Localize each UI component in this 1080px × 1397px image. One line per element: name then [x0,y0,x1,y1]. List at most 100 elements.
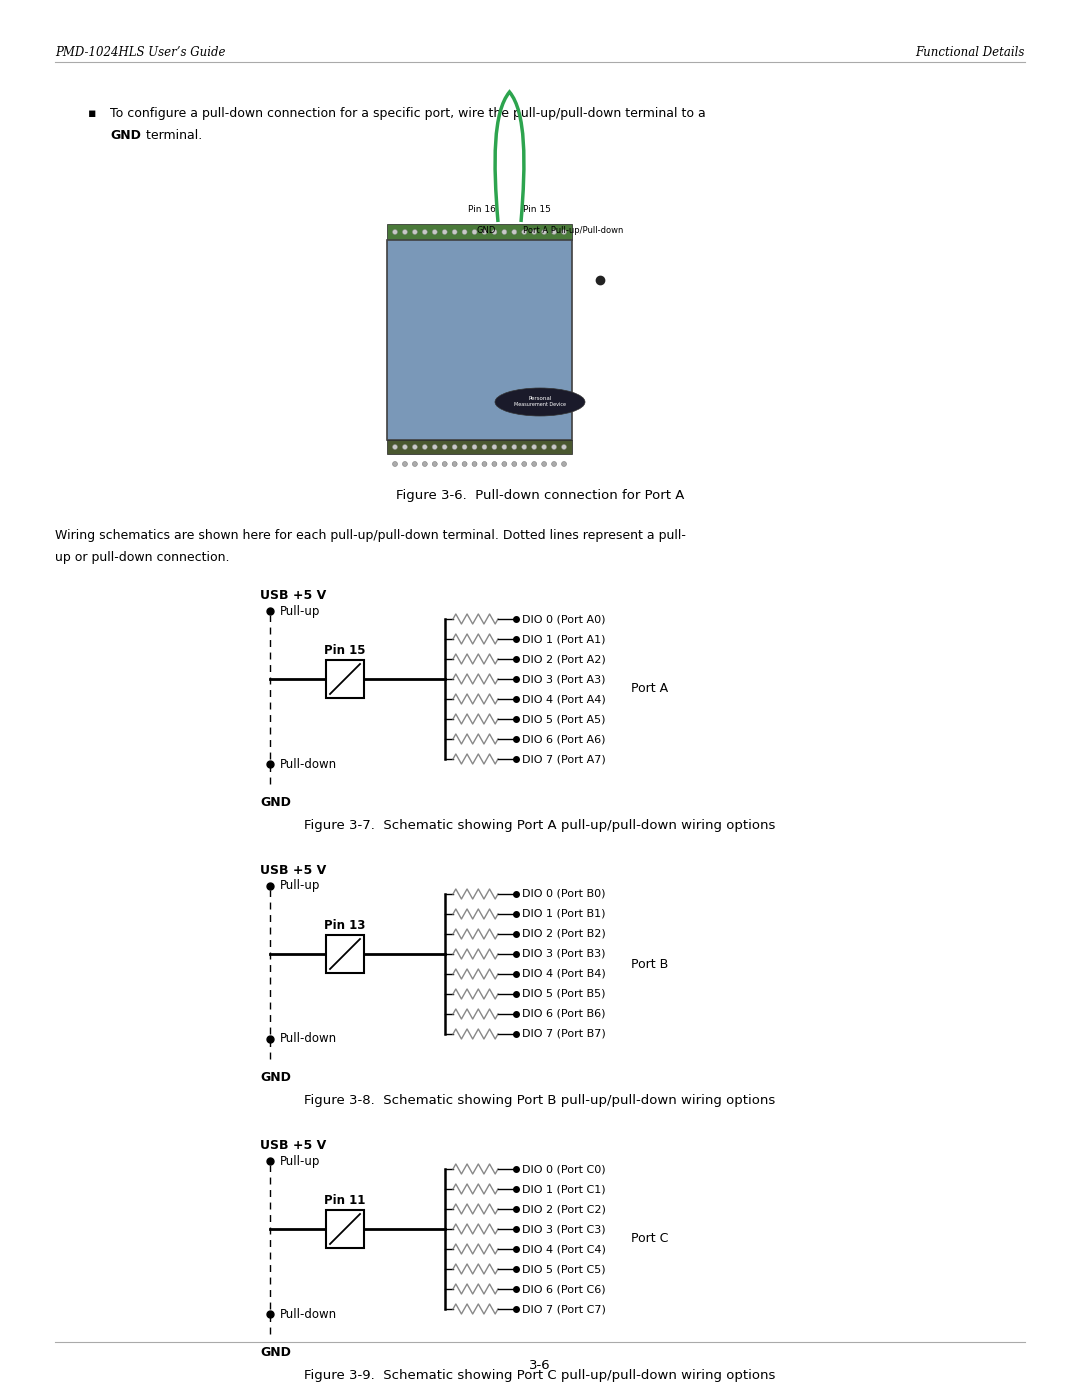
Circle shape [413,444,417,450]
Bar [387,224,572,240]
Circle shape [531,229,537,235]
Circle shape [392,461,397,467]
Circle shape [472,444,477,450]
Text: Pull-down: Pull-down [280,757,337,771]
Circle shape [562,229,567,235]
Circle shape [522,229,527,235]
Circle shape [453,461,457,467]
Ellipse shape [495,388,585,416]
Text: DIO 4 (Port A4): DIO 4 (Port A4) [522,694,606,704]
Circle shape [403,461,407,467]
Text: DIO 1 (Port C1): DIO 1 (Port C1) [522,1185,606,1194]
Text: DIO 6 (Port C6): DIO 6 (Port C6) [522,1284,606,1294]
Circle shape [502,444,507,450]
Text: GND: GND [260,1345,291,1359]
Text: DIO 3 (Port C3): DIO 3 (Port C3) [522,1224,606,1234]
Circle shape [552,229,556,235]
Circle shape [462,444,467,450]
Circle shape [462,461,467,467]
Bar [387,240,572,440]
Text: DIO 2 (Port C2): DIO 2 (Port C2) [522,1204,606,1214]
Circle shape [552,444,556,450]
Circle shape [491,461,497,467]
Circle shape [472,229,477,235]
Text: Figure 3-9.  Schematic showing Port C pull-up/pull-down wiring options: Figure 3-9. Schematic showing Port C pul… [305,1369,775,1382]
Circle shape [442,461,447,467]
Circle shape [482,229,487,235]
Text: Port A Pull-up/Pull-down: Port A Pull-up/Pull-down [523,226,623,235]
Text: USB +5 V: USB +5 V [260,590,326,602]
Circle shape [502,461,507,467]
Text: USB +5 V: USB +5 V [260,1139,326,1153]
Text: Functional Details: Functional Details [916,46,1025,59]
Text: Pin 15: Pin 15 [324,644,366,657]
Circle shape [522,461,527,467]
Text: Measurement Device: Measurement Device [514,402,566,408]
Text: Pull-up: Pull-up [280,605,321,617]
Text: DIO 2 (Port A2): DIO 2 (Port A2) [522,654,606,664]
Circle shape [482,461,487,467]
Text: USB +5 V: USB +5 V [260,863,326,877]
Text: DIO 6 (Port A6): DIO 6 (Port A6) [522,733,606,745]
Text: DIO 0 (Port A0): DIO 0 (Port A0) [522,615,606,624]
Text: Figure 3-7.  Schematic showing Port A pull-up/pull-down wiring options: Figure 3-7. Schematic showing Port A pul… [305,819,775,833]
Circle shape [462,229,467,235]
Circle shape [422,461,428,467]
Text: DIO 3 (Port A3): DIO 3 (Port A3) [522,673,606,685]
Circle shape [562,444,567,450]
Text: DIO 4 (Port B4): DIO 4 (Port B4) [522,970,606,979]
Circle shape [562,461,567,467]
Text: Port B: Port B [631,957,669,971]
Text: DIO 6 (Port B6): DIO 6 (Port B6) [522,1009,606,1018]
Circle shape [432,444,437,450]
Text: ▪: ▪ [87,108,96,120]
Text: DIO 5 (Port C5): DIO 5 (Port C5) [522,1264,606,1274]
Text: 3-6: 3-6 [529,1359,551,1372]
Text: DIO 7 (Port A7): DIO 7 (Port A7) [522,754,606,764]
Text: DIO 7 (Port C7): DIO 7 (Port C7) [522,1303,606,1315]
Text: Port C: Port C [631,1232,669,1246]
Text: terminal.: terminal. [141,129,202,142]
Circle shape [531,444,537,450]
Text: Pull-down: Pull-down [280,1308,337,1320]
Text: GND: GND [110,129,140,142]
Circle shape [541,444,546,450]
Circle shape [512,461,517,467]
Text: GND: GND [476,226,496,235]
Circle shape [432,461,437,467]
Text: DIO 1 (Port B1): DIO 1 (Port B1) [522,909,606,919]
Text: DIO 7 (Port B7): DIO 7 (Port B7) [522,1030,606,1039]
Circle shape [491,229,497,235]
Text: Figure 3-6.  Pull-down connection for Port A: Figure 3-6. Pull-down connection for Por… [395,489,685,502]
Circle shape [512,229,517,235]
Circle shape [422,229,428,235]
Circle shape [403,229,407,235]
Circle shape [512,444,517,450]
Bar [326,659,364,698]
Text: GND: GND [260,796,291,809]
Circle shape [413,461,417,467]
Text: DIO 2 (Port B2): DIO 2 (Port B2) [522,929,606,939]
Circle shape [472,461,477,467]
Text: GND: GND [260,1071,291,1084]
Text: Pin 11: Pin 11 [324,1194,366,1207]
Text: Pin 13: Pin 13 [324,919,366,932]
Circle shape [541,229,546,235]
Circle shape [392,229,397,235]
Circle shape [502,229,507,235]
Text: Pin 16: Pin 16 [468,205,496,214]
Text: DIO 5 (Port A5): DIO 5 (Port A5) [522,714,606,724]
Text: Pull-up: Pull-up [280,1154,321,1168]
Circle shape [541,461,546,467]
Text: Personal: Personal [528,397,552,401]
Text: Port A: Port A [631,683,669,696]
Circle shape [442,229,447,235]
Bar [387,440,572,454]
Circle shape [482,444,487,450]
Text: up or pull-down connection.: up or pull-down connection. [55,550,229,564]
Bar [326,935,364,972]
Circle shape [392,444,397,450]
Text: DIO 1 (Port A1): DIO 1 (Port A1) [522,634,606,644]
Text: Pull-up: Pull-up [280,880,321,893]
Text: DIO 3 (Port B3): DIO 3 (Port B3) [522,949,606,958]
